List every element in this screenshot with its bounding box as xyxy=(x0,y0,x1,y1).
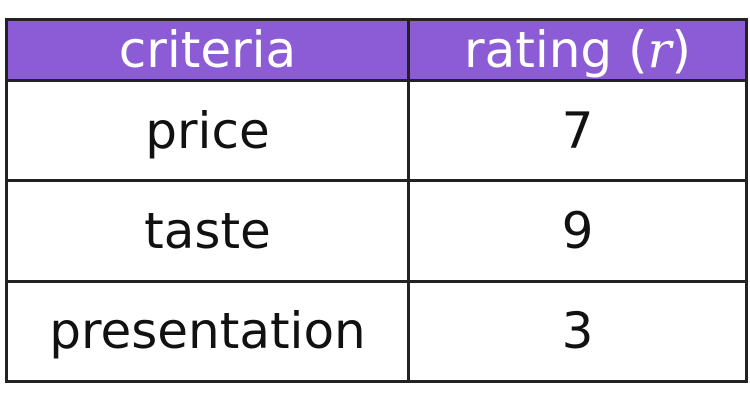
header-text: rating ( xyxy=(464,21,648,79)
table-cell: 3 xyxy=(407,279,748,384)
table-cell: presentation xyxy=(5,279,410,384)
table-cell: 9 xyxy=(407,179,748,283)
table-row: price 7 xyxy=(5,78,748,183)
table-cell: 7 xyxy=(407,78,748,183)
table-cell: price xyxy=(5,78,410,183)
header-cell: criteria xyxy=(5,18,410,82)
variable: r xyxy=(647,21,672,79)
header-row: criteria rating (r) xyxy=(5,18,748,82)
table-row: presentation 3 xyxy=(5,279,748,384)
table-body: price 7 taste 9 presentation 3 xyxy=(5,78,748,384)
header-cell: rating (r) xyxy=(407,18,748,82)
table-row: taste 9 xyxy=(5,179,748,283)
table-cell: taste xyxy=(5,179,410,283)
header-text: ) xyxy=(671,21,691,79)
ratings-table: criteria rating (r) price 7 taste 9 presenta… xyxy=(5,18,748,384)
